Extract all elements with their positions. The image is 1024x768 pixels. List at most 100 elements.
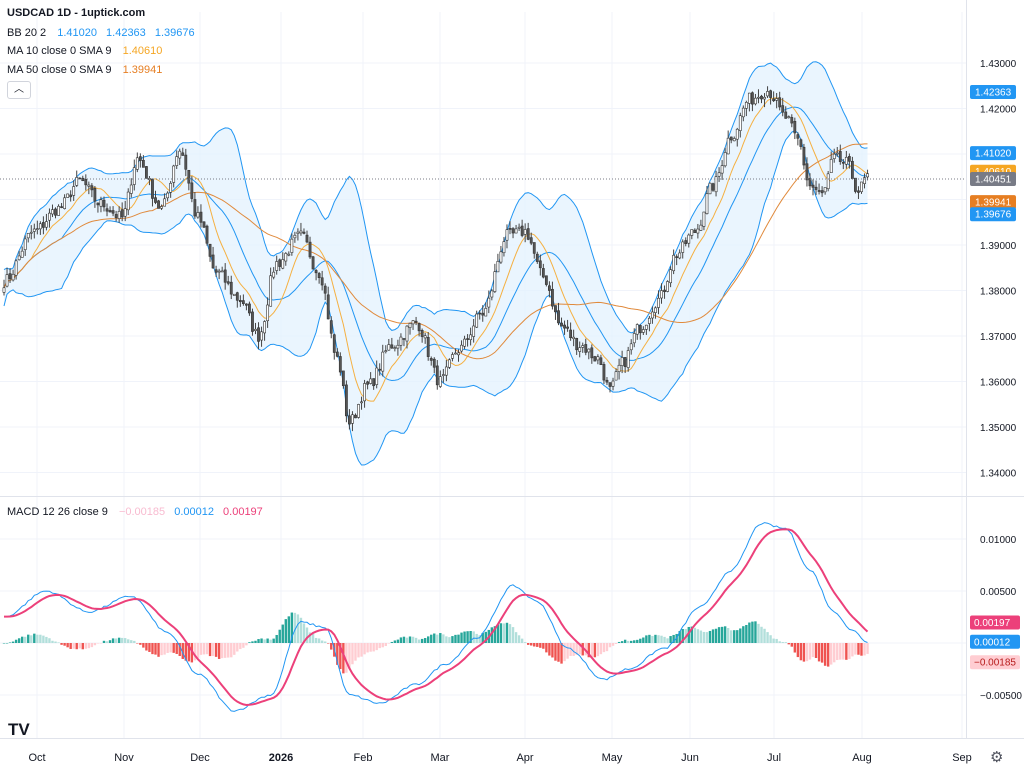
macd-histogram-bar: [511, 627, 515, 643]
macd-histogram-bar: [805, 643, 809, 662]
candle: [563, 324, 566, 329]
gear-icon[interactable]: ⚙: [990, 749, 1004, 766]
macd-legend[interactable]: MACD 12 26 close 9 −0.00185 0.00012 0.00…: [7, 505, 269, 519]
candle: [66, 193, 70, 198]
ma50-legend[interactable]: MA 50 close 0 SMA 9 1.39941: [7, 63, 168, 77]
candle: [590, 347, 594, 359]
macd-histogram-bar: [84, 643, 88, 649]
candle: [120, 209, 124, 218]
macd-histogram-bar: [545, 643, 548, 653]
time-tick-label: Jun: [681, 752, 699, 764]
macd-histogram-bar: [187, 643, 191, 662]
bb-legend[interactable]: BB 20 2 1.41020 1.42363 1.39676: [7, 26, 201, 40]
candle: [14, 260, 18, 276]
ma10-legend[interactable]: MA 10 close 0 SMA 9 1.40610: [7, 44, 168, 58]
candle: [257, 327, 260, 342]
macd-histogram-bar: [472, 631, 475, 643]
macd-histogram-bar: [799, 643, 803, 661]
candle: [84, 179, 88, 186]
candle: [823, 187, 827, 193]
candle: [535, 253, 539, 262]
macd-histogram-bar: [448, 637, 451, 643]
macd-histogram-bar: [248, 642, 251, 643]
price-label-badge: 1.41020: [970, 146, 1016, 161]
macd-histogram-bar: [817, 643, 821, 662]
candle: [832, 153, 836, 159]
candle: [281, 259, 285, 269]
candle: [663, 289, 666, 293]
candle: [32, 228, 36, 232]
macd-histogram-bar: [178, 643, 181, 657]
candle: [814, 186, 818, 190]
macd-histogram-bar: [481, 632, 484, 643]
collapse-legend-button[interactable]: ︿: [7, 81, 31, 99]
macd-histogram-bar: [860, 643, 863, 656]
candle: [160, 206, 163, 209]
candle: [496, 261, 500, 273]
time-tick-label: Aug: [852, 752, 872, 764]
candle: [632, 333, 636, 344]
candle: [629, 343, 633, 351]
candle: [135, 157, 139, 170]
macd-histogram-bar: [354, 643, 357, 661]
macd-tick-label: 0.00500: [980, 587, 1017, 598]
macd-label-text: −0.00185: [974, 658, 1016, 669]
candle: [787, 116, 791, 118]
candle: [860, 181, 863, 193]
candle: [547, 285, 551, 291]
candle: [81, 177, 85, 182]
candle: [602, 364, 606, 381]
candle: [323, 285, 327, 294]
price-label-text: 1.40451: [975, 174, 1012, 185]
macd-histogram-bar: [414, 637, 418, 643]
candle: [593, 356, 597, 362]
time-tick-label: Sep: [952, 752, 972, 764]
candle: [735, 128, 739, 140]
macd-histogram-bar: [205, 643, 209, 655]
candle: [808, 178, 812, 187]
macd-histogram-bar: [227, 643, 230, 658]
macd-histogram-bar: [778, 641, 781, 643]
macd-histogram-bar: [251, 641, 254, 643]
macd-histogram-bar: [514, 632, 518, 643]
macd-histogram-bar: [184, 643, 187, 661]
macd-label-text: 0.00197: [974, 618, 1011, 629]
candle: [569, 329, 573, 339]
candle: [393, 347, 397, 349]
candle: [617, 364, 621, 372]
macd-histogram-bar: [320, 640, 324, 643]
macd-histogram-bar: [702, 631, 706, 643]
candle: [181, 152, 185, 156]
candle: [805, 163, 809, 181]
candle: [375, 367, 379, 385]
macd-histogram-bar: [811, 643, 815, 658]
macd-label-badge: 0.00012: [970, 634, 1020, 649]
macd-histogram-bar: [296, 614, 300, 643]
candle: [820, 190, 824, 194]
macd-histogram-bar: [175, 643, 178, 654]
candle: [60, 206, 63, 208]
candle: [38, 223, 42, 230]
candle: [490, 290, 494, 298]
macd-histogram-bar: [120, 637, 124, 643]
macd-histogram-bar: [587, 643, 590, 658]
candle: [696, 228, 700, 234]
macd-histogram-bar: [69, 643, 72, 649]
candle: [329, 320, 333, 334]
candle: [90, 185, 94, 191]
candle: [378, 368, 382, 371]
candle: [835, 152, 839, 155]
macd-histogram-bar: [308, 632, 312, 643]
candle: [608, 382, 612, 387]
macd-label-bg: [970, 615, 1020, 630]
candle: [796, 134, 800, 139]
macd-histogram-bar: [181, 643, 184, 659]
macd-label-badge: 0.00197: [970, 615, 1020, 630]
macd-histogram-bar: [493, 626, 497, 643]
macd-histogram-bar: [24, 636, 27, 643]
macd-histogram-bar: [230, 643, 233, 658]
macd-histogram-bar: [748, 622, 751, 643]
candle: [141, 159, 145, 168]
time-tick-label: Jul: [767, 752, 781, 764]
macd-histogram-bar: [299, 617, 303, 643]
